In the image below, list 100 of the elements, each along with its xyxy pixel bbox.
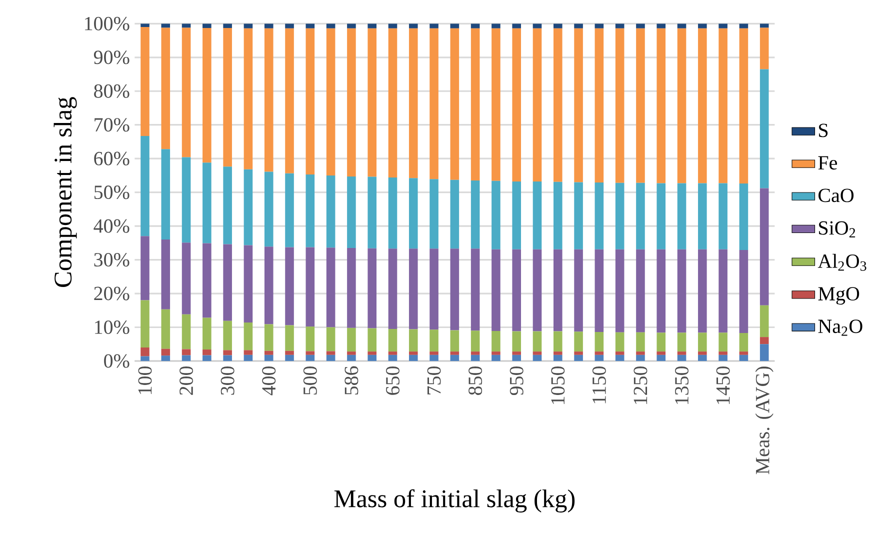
bar — [594, 182, 604, 250]
bar — [347, 352, 356, 355]
x-tick-label: 650 — [386, 366, 400, 395]
legend-label: S — [819, 124, 828, 138]
bar — [512, 182, 522, 250]
bar — [244, 169, 253, 246]
bar — [244, 354, 253, 361]
bar — [615, 182, 624, 250]
bar — [264, 24, 274, 28]
bar — [388, 248, 398, 329]
bar — [739, 250, 748, 333]
bar — [430, 352, 438, 355]
bar — [512, 354, 522, 361]
bar — [636, 28, 645, 183]
bar — [636, 354, 645, 361]
bar — [718, 183, 728, 250]
bar — [285, 173, 294, 248]
y-tick-label: 60% — [94, 152, 130, 166]
bar — [161, 28, 170, 150]
bar — [656, 354, 666, 361]
x-tick-label: 400 — [262, 366, 276, 396]
bar — [368, 28, 376, 177]
bar — [430, 354, 438, 361]
bar — [574, 354, 583, 361]
legend-label: Na$_{2}$O — [818, 320, 862, 336]
bar — [512, 331, 522, 352]
x-tick-label: 750 — [427, 366, 441, 394]
bar — [326, 327, 336, 352]
bar — [140, 236, 150, 300]
bar — [347, 176, 356, 248]
bar — [430, 330, 438, 352]
bar — [636, 352, 645, 355]
bar — [264, 354, 274, 361]
bar — [450, 248, 460, 330]
bar — [182, 314, 191, 350]
bar — [677, 332, 686, 352]
bar — [574, 332, 583, 352]
bar — [161, 149, 170, 240]
bar — [492, 24, 500, 28]
bar — [408, 352, 418, 355]
bar — [656, 183, 666, 250]
bar — [326, 351, 336, 355]
bar — [388, 352, 398, 355]
bar — [553, 354, 562, 361]
bar — [244, 28, 253, 170]
bar — [408, 354, 418, 361]
y-tick-label: 20% — [94, 286, 130, 300]
x-tick-label: 1050 — [551, 366, 565, 404]
bar — [306, 24, 315, 28]
bar — [656, 24, 666, 28]
x-tick-label: 500 — [303, 366, 317, 395]
bar — [698, 352, 707, 355]
x-tick-label: 1150 — [592, 366, 606, 404]
y-tick-label: 10% — [95, 320, 130, 334]
bar — [512, 24, 522, 28]
bar — [532, 354, 542, 361]
bar — [594, 249, 604, 332]
bar — [594, 354, 604, 361]
bar — [656, 249, 666, 333]
bar — [140, 356, 150, 361]
bar — [140, 300, 150, 348]
bar — [615, 24, 624, 28]
bar — [512, 249, 522, 332]
bar — [492, 249, 500, 331]
bar — [636, 182, 645, 250]
bar — [532, 249, 542, 332]
bar — [182, 157, 191, 243]
bar — [285, 325, 294, 351]
bar — [636, 24, 645, 28]
x-tick-label: 100 — [138, 366, 152, 394]
bar — [718, 249, 728, 333]
bar — [140, 347, 150, 356]
bar — [532, 352, 542, 355]
bar — [636, 249, 645, 332]
bar — [223, 244, 232, 321]
bar — [470, 28, 480, 181]
bar — [739, 24, 748, 28]
bar — [615, 249, 624, 332]
legend-label: Fe — [818, 156, 837, 170]
bar — [532, 182, 542, 250]
bar — [532, 24, 542, 28]
bar — [718, 24, 728, 28]
bar — [594, 28, 604, 183]
bar — [656, 352, 666, 355]
bar — [574, 182, 583, 250]
bar — [306, 351, 315, 355]
x-axis-title: Mass of initial slag (kg) — [334, 489, 575, 513]
bar — [553, 352, 562, 355]
bar — [202, 318, 212, 350]
bar — [368, 176, 376, 248]
bar — [677, 28, 686, 184]
bar — [285, 354, 294, 361]
bar — [677, 183, 686, 250]
bar — [306, 174, 315, 248]
bar — [244, 322, 253, 350]
bar — [470, 352, 480, 355]
bar — [285, 247, 294, 326]
bar — [408, 28, 418, 178]
bar — [553, 331, 562, 352]
bar — [161, 356, 170, 361]
